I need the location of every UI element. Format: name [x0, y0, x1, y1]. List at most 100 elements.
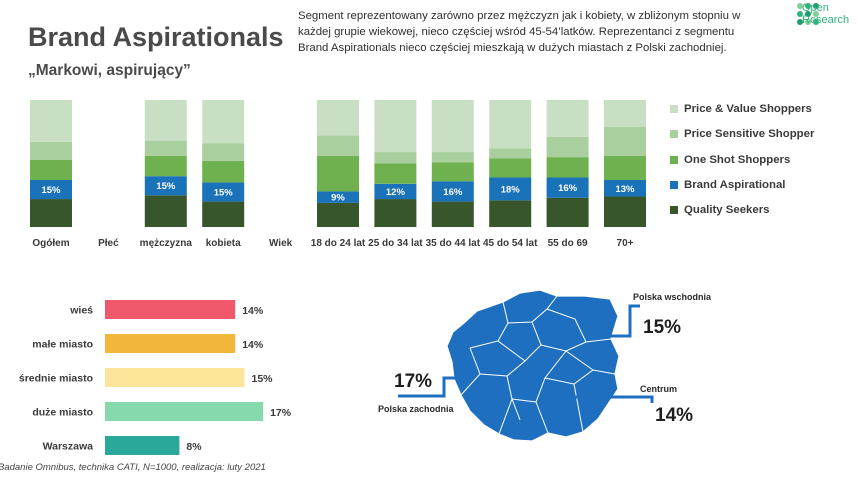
bar-segment-price-value — [489, 100, 532, 149]
bar-segment-price-value — [604, 100, 646, 127]
x-tick-label: Płeć — [98, 238, 119, 249]
bar-segment-quality-seekers — [431, 201, 474, 227]
legend-item-brand-aspirational: Brand Aspirational — [670, 177, 858, 193]
bar-segment-one-shot — [431, 162, 474, 182]
page-title: Brand Aspirationals — [28, 22, 284, 52]
legend-label: Brand Aspirational — [684, 179, 786, 191]
legend-item-price-value: Price & Value Shoppers — [670, 101, 858, 117]
bar-segment-brand-aspirational — [30, 180, 72, 200]
legend-label: One Shot Shoppers — [684, 154, 791, 166]
poland-voivodeship-borders — [460, 295, 616, 435]
bar-segment-price-sensitive — [546, 136, 589, 158]
bar-segment-price-value — [202, 100, 245, 144]
bar-data-label: 16% — [443, 187, 463, 198]
region-value-west: 17% — [394, 371, 432, 392]
x-tick-label: 25 do 34 lat — [368, 238, 423, 249]
hbar-value-label: 15% — [252, 373, 274, 385]
hbar — [105, 300, 236, 319]
bar-segment-price-sensitive — [202, 143, 245, 161]
bar-data-label: 18% — [501, 184, 521, 195]
bar-data-label: 12% — [386, 187, 406, 198]
bar-segment-one-shot — [604, 155, 646, 181]
bar-segment-price-sensitive — [604, 126, 646, 156]
connector-center — [566, 395, 654, 403]
bar-segment-price-sensitive — [431, 152, 474, 163]
bar-segment-price-value — [317, 100, 359, 136]
bar-segment-brand-aspirational — [431, 181, 474, 202]
region-name-center: Centrum — [640, 384, 677, 394]
bar-segment-brand-aspirational — [317, 191, 359, 203]
bar-segment-quality-seekers — [546, 197, 589, 227]
connector-west — [398, 376, 456, 398]
bar-segment-price-value — [144, 100, 187, 141]
bar-segment-price-value — [30, 100, 72, 142]
bar-segment-quality-seekers — [489, 200, 532, 227]
legend-swatch — [670, 206, 678, 214]
bar-data-label: 15% — [156, 181, 176, 192]
hbar-category-label: wieś — [69, 305, 93, 317]
hbar-category-label: Warszawa — [43, 441, 94, 453]
bar-data-label: 16% — [558, 183, 578, 194]
hbar — [105, 334, 236, 353]
x-tick-label: 55 do 69 — [548, 238, 588, 249]
bar-segment-price-sensitive — [374, 152, 417, 164]
legend-label: Quality Seekers — [684, 204, 770, 216]
x-tick-label: 35 do 44 lat — [426, 238, 481, 249]
hbar — [105, 436, 180, 455]
hbar-value-label: 17% — [270, 407, 292, 419]
hbar — [105, 368, 245, 387]
bar-segment-one-shot — [202, 160, 245, 183]
legend-item-quality-seekers: Quality Seekers — [670, 202, 858, 218]
bar-segment-price-sensitive — [489, 148, 532, 159]
bar-segment-brand-aspirational — [546, 177, 589, 198]
legend-label: Price & Value Shoppers — [684, 103, 812, 115]
bar-segment-price-value — [546, 100, 589, 137]
legend-item-price-sensitive: Price Sensitive Shopper — [670, 126, 858, 142]
bar-segment-quality-seekers — [317, 202, 359, 227]
bar-segment-one-shot — [144, 155, 187, 177]
legend-swatch — [670, 181, 678, 189]
segment-description: Segment reprezentowany zarówno przez męż… — [298, 10, 741, 54]
hbar-category-label: średnie miasto — [19, 373, 93, 385]
region-value-center: 14% — [655, 405, 693, 426]
bar-data-label: 15% — [41, 185, 61, 196]
bar-segment-brand-aspirational — [144, 176, 187, 196]
x-tick-label: kobieta — [206, 238, 241, 249]
x-tick-label: 45 do 54 lat — [483, 238, 538, 249]
bar-segment-one-shot — [489, 158, 532, 178]
bar-segment-one-shot — [30, 159, 72, 181]
bar-segment-brand-aspirational — [374, 183, 417, 200]
legend-swatch — [670, 130, 678, 138]
bar-segment-one-shot — [546, 157, 589, 178]
bar-data-label: 15% — [214, 188, 234, 199]
bar-segment-price-value — [374, 100, 417, 153]
hbar — [105, 402, 264, 421]
open-research-logo-icon — [797, 3, 819, 25]
bar-segment-brand-aspirational — [489, 177, 532, 201]
bar-segment-quality-seekers — [144, 195, 187, 227]
hbar-category-label: duże miasto — [32, 407, 93, 419]
x-tick-label: Wiek — [269, 238, 293, 249]
bar-segment-quality-seekers — [374, 199, 417, 227]
logo-text-line2: Research — [802, 14, 850, 26]
x-tick-label: 18 do 24 lat — [311, 238, 366, 249]
bar-segment-quality-seekers — [30, 199, 72, 227]
legend-label: Price Sensitive Shopper — [684, 128, 815, 140]
connector-east — [596, 304, 640, 338]
bar-segment-price-value — [431, 100, 474, 153]
bar-segment-one-shot — [317, 155, 359, 192]
bar-segment-price-sensitive — [144, 140, 187, 156]
bar-segment-price-sensitive — [30, 141, 72, 160]
source-footnote: Badanie Omnibus, technika CATI, N=1000, … — [0, 462, 266, 473]
bar-segment-one-shot — [374, 163, 417, 184]
hbar-value-label: 8% — [186, 441, 202, 453]
hbar-value-label: 14% — [242, 339, 264, 351]
region-name-west: Polska zachodnia — [378, 404, 455, 414]
bar-segment-brand-aspirational — [202, 182, 245, 202]
x-tick-label: mężczyzna — [140, 238, 193, 249]
logo-text-line1: Open — [802, 2, 829, 14]
bar-segment-price-sensitive — [317, 135, 359, 156]
legend-swatch — [670, 105, 678, 113]
